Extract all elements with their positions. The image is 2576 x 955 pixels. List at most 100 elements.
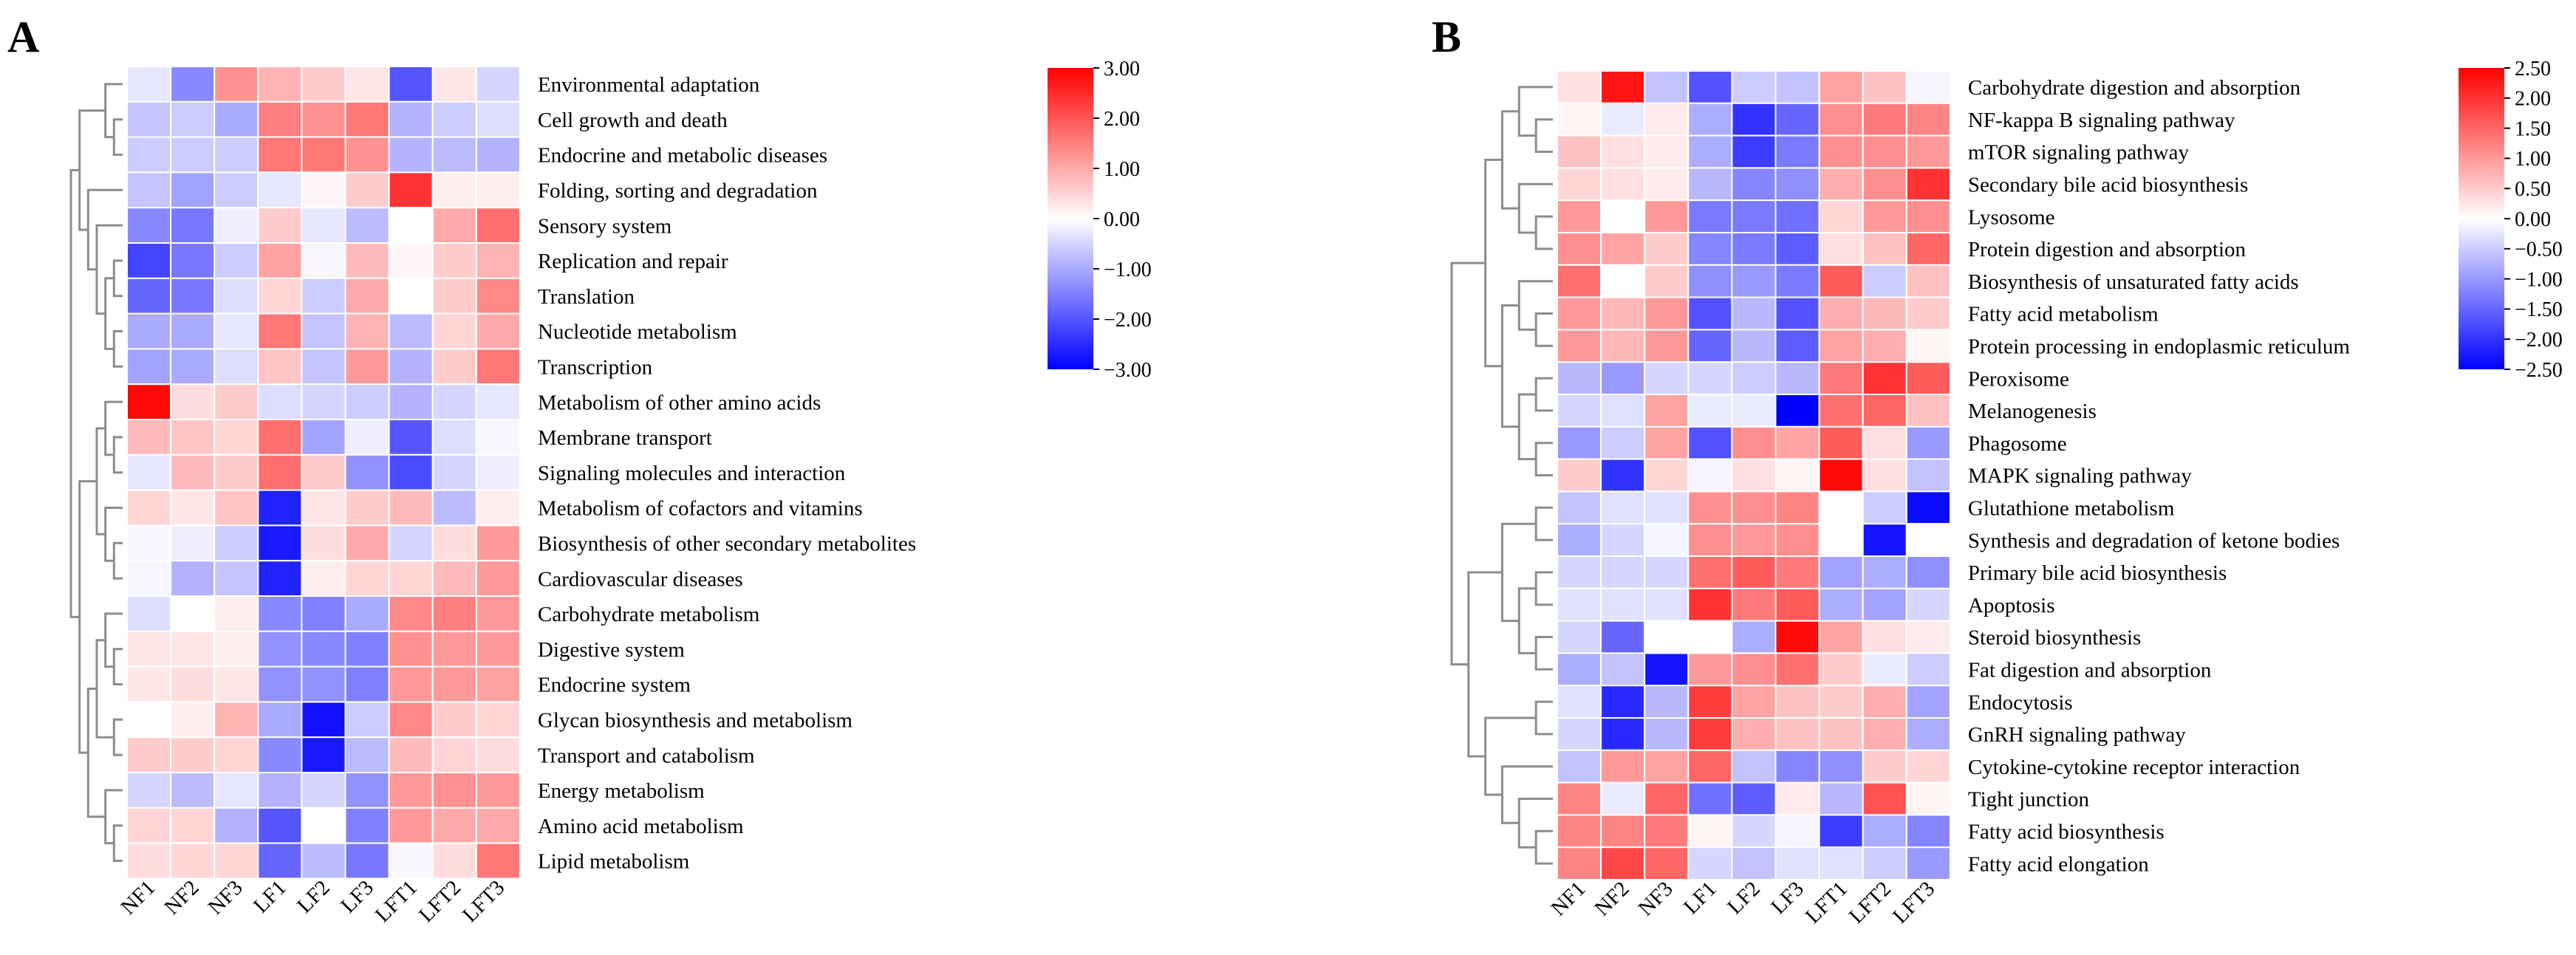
heatmap-cell bbox=[1731, 70, 1777, 104]
heatmap-cell bbox=[431, 242, 477, 279]
heatmap-cell bbox=[1905, 167, 1951, 202]
heatmap-cell bbox=[301, 419, 346, 456]
colorbar-gradient bbox=[2459, 68, 2504, 369]
heatmap-cell bbox=[1818, 425, 1864, 460]
dendrogram-branch bbox=[1450, 261, 1486, 665]
column-label: LF2 bbox=[1723, 877, 1765, 919]
heatmap-cell bbox=[1731, 296, 1777, 331]
colorbar-tick-label: 2.00 bbox=[1104, 108, 1140, 131]
heatmap-cell bbox=[1644, 134, 1690, 169]
heatmap-cell bbox=[301, 665, 346, 703]
heatmap-cell bbox=[213, 171, 259, 209]
heatmap-cell bbox=[431, 665, 477, 703]
row-label: Tight junction bbox=[1968, 788, 2090, 812]
heatmap-cell bbox=[1905, 329, 1951, 363]
row-label: Fatty acid elongation bbox=[1968, 852, 2149, 876]
dendrogram-branch bbox=[1534, 571, 1553, 606]
heatmap-cell bbox=[475, 560, 521, 598]
heatmap-cell bbox=[1905, 102, 1951, 137]
heatmap-cell bbox=[257, 419, 303, 456]
row-label: Steroid biosynthesis bbox=[1968, 626, 2141, 650]
heatmap-cell bbox=[1687, 846, 1733, 880]
heatmap-cell bbox=[126, 171, 172, 209]
heatmap-cell bbox=[431, 560, 477, 598]
row-label: Cardiovascular diseases bbox=[538, 567, 743, 591]
heatmap-cell bbox=[257, 842, 303, 880]
row-label: Energy metabolism bbox=[538, 779, 705, 803]
heatmap-cell bbox=[1687, 199, 1733, 234]
heatmap-cell bbox=[1644, 523, 1690, 558]
heatmap-cell bbox=[1905, 749, 1951, 784]
heatmap-cell bbox=[213, 595, 259, 632]
heatmap-cell bbox=[1905, 394, 1951, 428]
heatmap-cell bbox=[1600, 685, 1646, 719]
heatmap-cell bbox=[388, 453, 434, 491]
column-label: LFT3 bbox=[458, 876, 509, 927]
heatmap-cell bbox=[257, 100, 303, 138]
row-label: Amino acid metabolism bbox=[538, 815, 744, 838]
heatmap-cell bbox=[1905, 134, 1951, 169]
heatmap-cell bbox=[126, 701, 172, 739]
heatmap-cell bbox=[1687, 134, 1733, 169]
heatmap-cell bbox=[170, 383, 216, 421]
heatmap-cell bbox=[475, 595, 521, 632]
heatmap-cell bbox=[301, 383, 346, 421]
heatmap-cell bbox=[257, 595, 303, 632]
heatmap-cell bbox=[301, 453, 346, 491]
heatmap-cell bbox=[1600, 394, 1646, 428]
heatmap-cell bbox=[1774, 70, 1820, 104]
heatmap-cell bbox=[1731, 814, 1777, 849]
heatmap-cell bbox=[344, 595, 390, 632]
heatmap-cell bbox=[1818, 490, 1864, 525]
heatmap-cell bbox=[344, 630, 390, 668]
heatmap-cell bbox=[344, 524, 390, 562]
column-label: NF3 bbox=[204, 876, 247, 920]
heatmap-cell bbox=[1862, 134, 1907, 169]
heatmap-cell bbox=[301, 277, 346, 315]
heatmap-cell bbox=[213, 736, 259, 774]
dendrogram-branch bbox=[1534, 215, 1553, 250]
heatmap-cell bbox=[257, 807, 303, 844]
heatmap-cell bbox=[257, 665, 303, 703]
colorbar-tick-label: 0.50 bbox=[2515, 178, 2551, 201]
heatmap-cell bbox=[126, 736, 172, 774]
colorbar-tick-label: 1.00 bbox=[1104, 158, 1140, 181]
heatmap-cell bbox=[1687, 781, 1733, 816]
heatmap-cell bbox=[1557, 652, 1602, 687]
heatmap-cell bbox=[1774, 587, 1820, 622]
heatmap-cell bbox=[431, 207, 477, 244]
heatmap-cell bbox=[431, 66, 477, 103]
row-label: Peroxisome bbox=[1968, 367, 2069, 391]
heatmap-cell bbox=[475, 348, 521, 386]
colorbar-tick-label: 1.50 bbox=[2515, 117, 2551, 140]
heatmap-cell bbox=[388, 277, 434, 315]
heatmap-cell bbox=[1905, 685, 1951, 719]
heatmap-cell bbox=[475, 701, 521, 739]
heatmap-cell bbox=[1644, 167, 1690, 202]
heatmap-cell bbox=[1600, 523, 1646, 558]
heatmap-cell bbox=[1905, 587, 1951, 622]
column-label: LFT3 bbox=[1888, 877, 1939, 928]
heatmap-cell bbox=[301, 736, 346, 774]
heatmap-cell bbox=[301, 524, 346, 562]
dendrogram-branch bbox=[69, 168, 80, 618]
heatmap-cell bbox=[126, 348, 172, 386]
heatmap-cell bbox=[1905, 264, 1951, 298]
heatmap-cell bbox=[213, 136, 259, 174]
heatmap-cell bbox=[301, 66, 346, 103]
heatmap-cell bbox=[388, 772, 434, 809]
heatmap-cell bbox=[1862, 458, 1907, 493]
colorbar-tick-label: −0.50 bbox=[2515, 239, 2563, 261]
row-label: Lysosome bbox=[1968, 205, 2055, 229]
heatmap-cell bbox=[344, 171, 390, 209]
heatmap-cell bbox=[257, 560, 303, 598]
heatmap-cell bbox=[1774, 394, 1820, 428]
column-label: NF1 bbox=[116, 876, 160, 920]
row-label: Environmental adaptation bbox=[538, 73, 760, 97]
heatmap-cell bbox=[170, 242, 216, 279]
row-label: Endocrine and metabolic diseases bbox=[538, 144, 827, 168]
heatmap-cell bbox=[301, 807, 346, 844]
row-label: Melanogenesis bbox=[1968, 400, 2097, 423]
heatmap-cell bbox=[126, 100, 172, 138]
colorbar-tick-label: 2.00 bbox=[2515, 88, 2551, 111]
